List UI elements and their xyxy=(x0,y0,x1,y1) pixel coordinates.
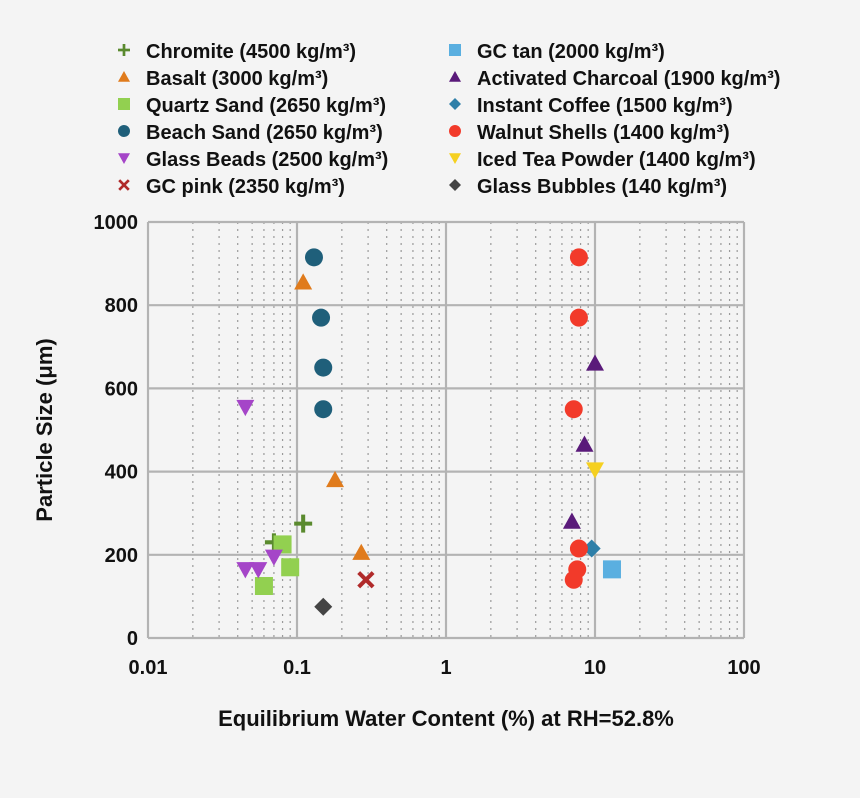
data-point xyxy=(569,539,588,558)
legend-label: GC pink (2350 kg/m³) xyxy=(146,176,345,198)
y-tick-label: 400 xyxy=(105,462,138,484)
legend-marker xyxy=(449,179,461,191)
legend-marker xyxy=(449,125,461,137)
y-axis-title: Particle Size (μm) xyxy=(32,338,57,521)
legend-marker xyxy=(449,71,461,82)
data-point xyxy=(352,543,371,560)
legend-marker xyxy=(118,71,130,82)
data-point xyxy=(582,539,601,558)
data-point xyxy=(326,470,345,488)
legend-marker xyxy=(449,44,461,56)
legend-item: Glass Bubbles (140 kg/m³) xyxy=(449,176,727,198)
data-point xyxy=(314,597,333,616)
legend-label: Activated Charcoal (1900 kg/m³) xyxy=(477,68,780,90)
data-point xyxy=(562,512,581,529)
data-point xyxy=(281,558,300,577)
x-tick-label: 100 xyxy=(727,657,760,679)
data-point xyxy=(602,560,621,579)
legend-item: Beach Sand (2650 kg/m³) xyxy=(118,122,383,144)
legend-item: GC pink (2350 kg/m³) xyxy=(118,176,345,198)
data-point xyxy=(314,400,333,419)
x-tick-label: 10 xyxy=(584,657,606,679)
data-point xyxy=(569,248,588,267)
legend-marker xyxy=(118,125,130,137)
x-tick-label: 0.1 xyxy=(283,657,311,679)
data-point xyxy=(569,308,588,327)
data-point xyxy=(236,399,255,417)
data-points xyxy=(236,248,621,616)
data-point xyxy=(586,462,604,479)
legend-label: Chromite (4500 kg/m³) xyxy=(146,41,356,63)
major-gridlines xyxy=(146,220,746,640)
legend-item: Chromite (4500 kg/m³) xyxy=(118,41,356,63)
data-point xyxy=(254,577,273,595)
legend-item: GC tan (2000 kg/m³) xyxy=(449,41,665,63)
legend-label: Iced Tea Powder (1400 kg/m³) xyxy=(477,149,756,171)
legend-label: Quartz Sand (2650 kg/m³) xyxy=(146,95,386,117)
legend-item: Walnut Shells (1400 kg/m³) xyxy=(449,122,730,144)
legend-label: Instant Coffee (1500 kg/m³) xyxy=(477,95,733,117)
data-point xyxy=(294,273,313,290)
y-tick-labels: 0 200 400 600 800 1000 xyxy=(94,212,139,650)
data-point xyxy=(564,400,583,419)
legend-item: Glass Beads (2500 kg/m³) xyxy=(118,149,388,171)
legend-label: Glass Bubbles (140 kg/m³) xyxy=(477,176,727,198)
y-tick-label: 1000 xyxy=(94,212,139,234)
legend-marker xyxy=(118,153,130,164)
data-point xyxy=(264,549,283,566)
legend: Chromite (4500 kg/m³) Basalt (3000 kg/m³)… xyxy=(118,41,780,198)
data-point xyxy=(586,354,604,371)
legend-item: Basalt (3000 kg/m³) xyxy=(118,68,328,90)
data-point xyxy=(273,535,292,554)
x-tick-label: 0.01 xyxy=(129,657,168,679)
legend-label: Basalt (3000 kg/m³) xyxy=(146,68,328,90)
legend-item: Instant Coffee (1500 kg/m³) xyxy=(449,95,733,117)
data-point xyxy=(312,308,331,327)
data-point xyxy=(575,435,594,452)
legend-label: Beach Sand (2650 kg/m³) xyxy=(146,122,383,144)
y-tick-label: 800 xyxy=(105,295,138,317)
y-tick-label: 200 xyxy=(105,545,138,567)
data-point xyxy=(304,248,323,267)
data-point xyxy=(314,358,333,377)
legend-marker xyxy=(118,98,130,110)
legend-label: Glass Beads (2500 kg/m³) xyxy=(146,149,388,171)
data-point xyxy=(564,570,583,589)
x-axis-title: Equilibrium Water Content (%) at RH=52.8… xyxy=(218,706,674,731)
legend-label: Walnut Shells (1400 kg/m³) xyxy=(477,122,730,144)
x-tick-labels: 0.01 0.1 1 10 100 xyxy=(129,657,761,679)
legend-item: Iced Tea Powder (1400 kg/m³) xyxy=(449,149,756,171)
y-tick-label: 0 xyxy=(127,628,138,650)
legend-item: Activated Charcoal (1900 kg/m³) xyxy=(449,68,780,90)
legend-marker xyxy=(449,98,461,110)
y-tick-label: 600 xyxy=(105,378,138,400)
legend-marker xyxy=(118,179,130,191)
x-tick-label: 1 xyxy=(440,657,451,679)
data-point xyxy=(236,562,255,579)
data-point xyxy=(249,562,268,579)
data-point xyxy=(357,571,375,589)
legend-marker xyxy=(449,153,461,164)
legend-marker xyxy=(118,44,130,56)
data-point xyxy=(294,514,313,533)
legend-label: GC tan (2000 kg/m³) xyxy=(477,41,665,63)
legend-item: Quartz Sand (2650 kg/m³) xyxy=(118,95,386,117)
